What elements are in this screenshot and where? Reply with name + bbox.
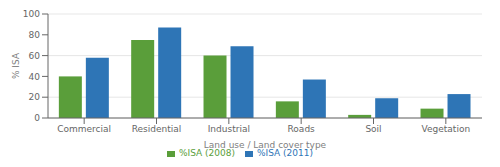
svg-text:60: 60 xyxy=(29,51,41,61)
svg-text:% ISA: % ISA xyxy=(11,52,21,79)
html-text:%ISA (2011): %ISA (2011) xyxy=(257,148,313,158)
svg-text:Vegetation: Vegetation xyxy=(422,124,471,134)
svg-text:40: 40 xyxy=(29,72,41,82)
svg-text:Commercial: Commercial xyxy=(57,124,111,134)
svg-text:Soil: Soil xyxy=(365,124,381,134)
svg-text:Roads: Roads xyxy=(288,124,316,134)
svg-text:Industrial: Industrial xyxy=(208,124,250,134)
svg-text:0: 0 xyxy=(34,113,40,123)
html-text:%ISA (2008): %ISA (2008) xyxy=(179,148,235,158)
svg-text:Land use / Land cover type: Land use / Land cover type xyxy=(204,140,327,150)
svg-text:100: 100 xyxy=(23,9,40,19)
svg-text:Residential: Residential xyxy=(132,124,182,134)
svg-text:80: 80 xyxy=(29,30,41,40)
svg-text:20: 20 xyxy=(29,92,41,102)
